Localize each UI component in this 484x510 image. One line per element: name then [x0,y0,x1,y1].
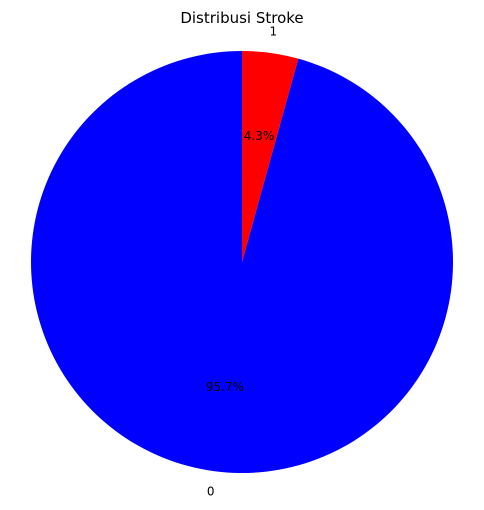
pie-slice-1 [242,51,299,262]
slice-label-0: 0 [207,484,215,498]
pie-slices [30,51,454,473]
chart-title: Distribusi Stroke [180,9,303,27]
pie-labels: 0 95.7% 1 4.3% [206,25,277,499]
pct-label-0: 95.7% [206,380,244,394]
pct-label-1: 4.3% [244,129,275,143]
pie-slice-0 [30,51,454,473]
slice-label-1: 1 [269,25,277,39]
